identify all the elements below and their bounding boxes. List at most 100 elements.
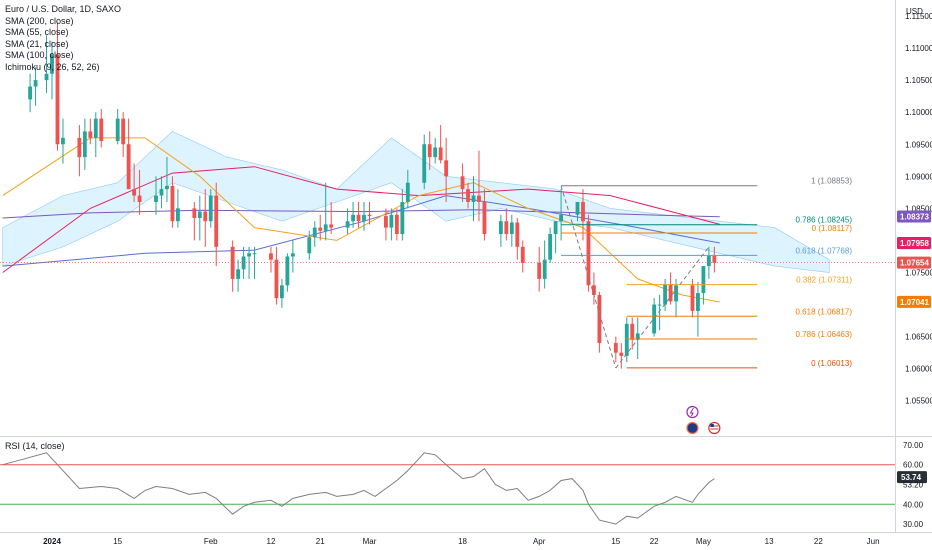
candle-26 <box>230 240 235 292</box>
y-tick-4: 1.09500 <box>905 140 932 149</box>
candle-37 <box>312 221 317 247</box>
candle-body <box>471 195 476 202</box>
candle-body <box>444 160 449 177</box>
candle-body <box>706 255 711 267</box>
candle-body <box>575 201 580 215</box>
candle-body <box>290 253 295 257</box>
price-badge-2: 1.07958 <box>897 237 931 250</box>
candle-78 <box>624 317 629 363</box>
candle-body <box>389 214 394 228</box>
candle-43 <box>356 201 361 228</box>
candle-74 <box>592 272 596 305</box>
x-tick-11: 13 <box>765 537 774 546</box>
price-badge-text: 1.08373 <box>900 213 929 222</box>
x-tick-4: 21 <box>316 537 325 546</box>
candle-46 <box>384 208 388 241</box>
candle-body <box>55 54 60 145</box>
rsi-y-tick-3: 30.00 <box>903 520 924 529</box>
candle-86 <box>690 278 695 318</box>
y-tick-9: 1.06000 <box>905 365 932 374</box>
candle-36 <box>307 230 312 260</box>
candle-59 <box>477 150 481 222</box>
event-icons <box>686 405 721 435</box>
candle-76 <box>613 336 618 363</box>
candle-body <box>121 118 126 145</box>
candle-body <box>597 294 602 344</box>
candle-body <box>362 214 366 222</box>
fib-lower-label-0: 0.382 (1.07311) <box>796 276 852 285</box>
price-badge-bg <box>897 256 931 269</box>
candle-9 <box>93 112 98 158</box>
candle-66 <box>537 246 542 292</box>
candle-body <box>613 343 618 353</box>
candle-body <box>345 221 350 228</box>
price-badge-0: 1.08373 <box>897 210 931 223</box>
candle-body <box>553 221 558 235</box>
candle-14 <box>132 163 137 202</box>
x-tick-2: Feb <box>204 537 218 546</box>
price-badge-bg <box>897 237 931 250</box>
sma200-line <box>2 209 720 219</box>
rsi-current-badge: 53.74 <box>897 471 927 484</box>
candle-57 <box>466 182 470 209</box>
candle-82 <box>657 294 662 331</box>
candle-15 <box>137 169 142 215</box>
candle-body <box>323 224 328 231</box>
x-tick-9: 22 <box>650 537 659 546</box>
eu-flag-icon <box>686 421 699 435</box>
candle-41 <box>345 208 350 235</box>
y-tick-1: 1.11000 <box>905 44 932 53</box>
candle-28 <box>241 246 246 279</box>
candle-body <box>712 255 717 263</box>
x-tick-10: May <box>696 537 711 546</box>
candle-body <box>274 259 279 299</box>
rsi-line <box>2 452 715 525</box>
candle-75 <box>597 291 602 353</box>
legend-sma55: SMA (55, close) <box>5 27 69 37</box>
candle-body <box>307 237 312 254</box>
candle-64 <box>515 218 520 260</box>
y-tick-7: 1.07500 <box>905 269 932 278</box>
candle-4 <box>55 22 60 151</box>
candle-body <box>652 304 657 334</box>
candle-17 <box>159 176 164 209</box>
candle-body <box>82 131 87 158</box>
candle-body <box>438 147 443 161</box>
candle-body <box>241 256 246 270</box>
candle-27 <box>236 259 241 292</box>
candle-19 <box>170 176 175 228</box>
rsi-y-tick-2: 40.00 <box>903 500 924 509</box>
candle-55 <box>444 137 449 202</box>
candle-61 <box>498 214 503 247</box>
candle-89 <box>706 246 711 279</box>
candle-84 <box>668 272 673 305</box>
rsi-secondary-label: 53.20 <box>903 481 924 490</box>
candle-body <box>77 137 82 158</box>
rsi-legend: RSI (14, close) <box>5 441 65 451</box>
candle-body <box>427 144 432 158</box>
candle-22 <box>197 195 202 241</box>
candle-69 <box>553 221 558 254</box>
price-badge-4: 1.07041 <box>897 295 931 308</box>
candle-35 <box>290 240 295 273</box>
lightning-bolt <box>689 407 694 417</box>
fib-lower-label-3: 0 (1.06013) <box>811 359 852 368</box>
candle-body <box>498 221 503 235</box>
candle-body <box>548 234 553 260</box>
candle-18 <box>165 157 169 202</box>
candle-body <box>44 73 49 81</box>
fib-swing-line-1 <box>560 185 617 369</box>
candle-body <box>422 144 427 183</box>
candle-body <box>208 195 213 222</box>
candle-body <box>351 214 355 222</box>
y-tick-3: 1.10000 <box>905 108 932 117</box>
rsi-band <box>0 464 895 505</box>
candle-31 <box>269 246 273 273</box>
candle-45 <box>367 201 372 225</box>
candle-body <box>175 208 180 222</box>
candle-body <box>482 201 487 235</box>
candle-58 <box>471 176 476 222</box>
candle-body <box>504 221 509 235</box>
legend-sma21: SMA (21, close) <box>5 38 69 49</box>
